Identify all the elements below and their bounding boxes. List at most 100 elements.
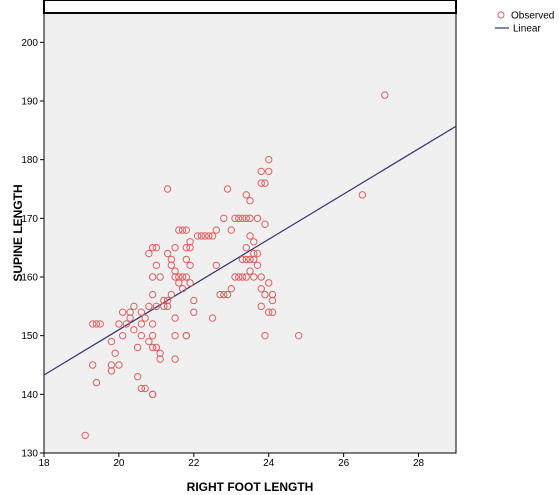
legend-linear-label: Linear: [513, 24, 541, 35]
data-point: [141, 314, 149, 322]
data-point: [261, 331, 269, 340]
y-tick-label: 130: [21, 449, 38, 460]
data-point: [246, 232, 254, 240]
data-point: [208, 232, 217, 240]
data-point: [163, 185, 172, 193]
data-point: [126, 314, 134, 322]
data-point: [231, 214, 239, 223]
data-point: [242, 191, 250, 199]
data-point: [156, 273, 164, 281]
data-point: [238, 214, 247, 223]
x-tick-label: 28: [413, 458, 425, 469]
data-point: [231, 273, 239, 281]
data-point: [223, 290, 232, 299]
data-point: [250, 249, 258, 258]
title-frame: [43, 0, 457, 14]
data-point: [92, 320, 101, 328]
data-point: [250, 238, 258, 246]
data-point: [193, 232, 202, 240]
data-point: [115, 361, 123, 369]
data-point: [265, 308, 273, 316]
data-point: [186, 238, 194, 246]
data-point: [107, 367, 116, 375]
data-point: [235, 214, 243, 223]
y-axis-title: SUPINE LENGTH: [11, 184, 25, 281]
x-tick-label: 18: [38, 458, 50, 469]
data-point: [118, 331, 127, 340]
data-point: [197, 232, 206, 240]
data-point: [246, 255, 254, 264]
data-point: [216, 290, 224, 299]
y-axis: 130 140 150 160 170 180 190 200: [21, 38, 44, 460]
data-point: [201, 232, 209, 240]
data-point: [148, 243, 157, 252]
data-point: [257, 302, 265, 311]
data-point: [242, 273, 250, 281]
data-point: [175, 279, 183, 287]
legend-observed-label: Observed: [511, 11, 554, 22]
data-point: [107, 337, 116, 346]
data-point: [253, 261, 262, 269]
data-point: [257, 179, 265, 187]
data-point: [167, 290, 176, 299]
data-point: [133, 343, 142, 352]
y-tick-label: 200: [21, 38, 38, 49]
data-point: [265, 279, 273, 287]
data-point: [358, 191, 367, 199]
data-point: [133, 373, 142, 381]
data-point: [175, 226, 183, 234]
data-point: [175, 273, 183, 281]
data-point: [190, 296, 198, 305]
y-tick-label: 170: [21, 214, 38, 225]
data-point: [265, 155, 273, 164]
data-point: [88, 361, 97, 369]
data-point: [253, 214, 262, 223]
x-tick-label: 20: [113, 458, 125, 469]
data-point: [171, 243, 179, 252]
legend: Observed Linear: [495, 11, 554, 35]
data-point: [115, 320, 123, 328]
data-point: [268, 296, 277, 305]
data-point: [250, 255, 258, 264]
data-point: [130, 326, 138, 334]
data-point: [81, 431, 89, 440]
data-point: [265, 167, 273, 176]
y-tick-label: 150: [21, 331, 38, 342]
data-point: [178, 226, 187, 234]
data-point: [268, 290, 277, 299]
data-point: [257, 167, 265, 176]
data-point: [178, 285, 187, 293]
linear-fit-line: [43, 125, 457, 376]
data-point: [148, 343, 157, 352]
data-point: [220, 290, 228, 299]
data-point: [148, 331, 157, 340]
data-point: [257, 273, 265, 281]
data-point: [137, 384, 146, 393]
data-point: [126, 308, 134, 316]
data-point: [137, 331, 146, 340]
data-point: [220, 214, 228, 223]
data-point: [261, 220, 269, 228]
data-point: [141, 384, 149, 393]
data-point: [208, 314, 217, 322]
observed-points: [81, 91, 389, 440]
legend-observed-marker: [497, 11, 505, 19]
data-point: [171, 267, 179, 275]
data-point: [148, 320, 157, 328]
data-point: [156, 349, 164, 357]
data-point: [261, 179, 269, 187]
data-point: [246, 197, 254, 205]
data-point: [182, 226, 191, 234]
data-point: [242, 243, 250, 252]
data-point: [160, 296, 168, 305]
data-point: [137, 320, 146, 328]
data-point: [238, 273, 247, 281]
data-point: [171, 314, 179, 322]
data-point: [186, 279, 194, 287]
data-point: [167, 261, 176, 269]
data-point: [261, 290, 269, 299]
data-point: [111, 349, 119, 357]
data-point: [246, 267, 254, 275]
data-point: [167, 255, 176, 264]
data-point: [148, 290, 157, 299]
